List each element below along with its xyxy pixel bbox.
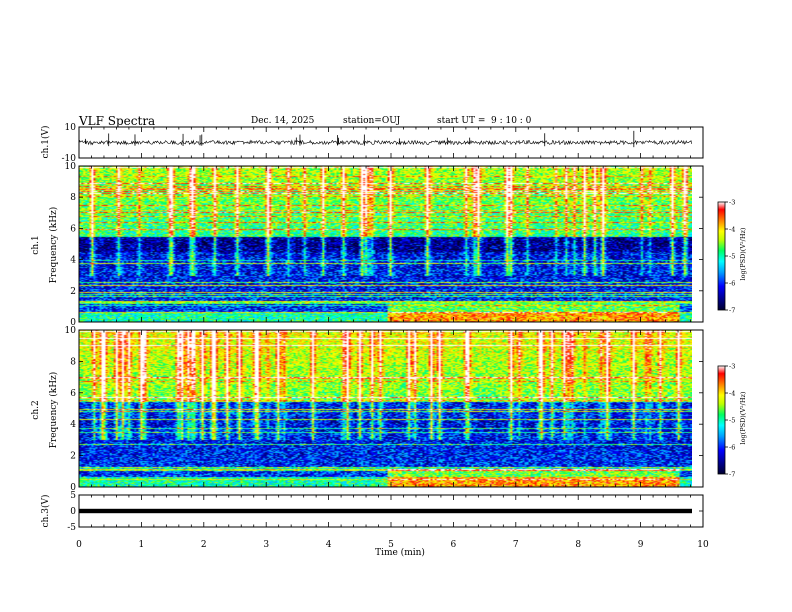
ch2-colorbar-tick: -6: [729, 444, 735, 452]
ch1-spectrogram-channel-label: ch.1: [31, 235, 41, 255]
x-tick-label: 3: [263, 540, 269, 550]
ch2-spectrogram-ytick-label: 8: [70, 357, 76, 367]
start-ut-value: 9 : 10 : 0: [491, 116, 532, 126]
ch2-spectrogram-channel-label: ch.2: [31, 400, 41, 420]
x-axis-label: Time (min): [375, 548, 425, 558]
ch1-spectrogram-ytick-label: 0: [70, 318, 76, 328]
x-tick-label: 4: [326, 540, 332, 550]
ch1-ytick-label: 10: [65, 123, 77, 133]
ch2-spectrogram-ylabel: Frequency (kHz): [49, 371, 59, 449]
station-label: station=OUJ: [343, 116, 401, 126]
ch2-colorbar-tick: -7: [729, 471, 735, 479]
ch1-ytick-label: -10: [62, 154, 77, 164]
x-tick-label: 1: [139, 540, 145, 550]
start-ut-label: start UT =: [437, 116, 486, 126]
date-label: Dec. 14, 2025: [251, 116, 315, 126]
ch1-spectrogram-ytick-label: 10: [65, 162, 77, 172]
ch1-waveform-line: [78, 139, 693, 146]
ch1-spectrogram-ytick-label: 8: [70, 193, 76, 203]
ch2-colorbar-tick: -5: [729, 417, 735, 425]
x-tick-label: 5: [388, 540, 394, 550]
ch1-spectrogram-ytick-label: 4: [70, 256, 76, 266]
ch3-ytick-label: -5: [67, 523, 76, 533]
x-tick-label: 10: [697, 540, 709, 550]
ch3-ytick-label: 0: [70, 507, 76, 517]
ch2-colorbar: [717, 365, 726, 475]
ch1-spectrogram-image: [79, 166, 692, 322]
chart-title: VLF Spectra: [79, 114, 156, 128]
ch1-colorbar: [717, 201, 726, 311]
ch2-spectrogram-ytick-label: 10: [65, 326, 77, 336]
x-tick-label: 0: [76, 540, 82, 550]
ch2-spectrogram-ytick-label: 0: [70, 483, 76, 493]
ch1-colorbar-label: log(PSD)(V²/Hz): [739, 227, 747, 281]
ch3-waveform-ylabel: ch.3(V): [41, 494, 51, 528]
ch3-waveform-line: [79, 508, 692, 514]
x-tick-label: 6: [451, 540, 457, 550]
ch2-spectrogram-ytick-label: 2: [70, 452, 76, 462]
x-tick-label: 7: [513, 540, 519, 550]
ch2-spectrogram-image: [79, 330, 692, 487]
ch1-spectrogram-ylabel: Frequency (kHz): [49, 206, 59, 284]
x-tick-label: 2: [201, 540, 207, 550]
ch1-colorbar-tick: -4: [729, 226, 735, 234]
ch1-spectrogram-ytick-label: 2: [70, 287, 76, 297]
ch2-colorbar-tick: -3: [729, 363, 735, 371]
ch2-colorbar-label: log(PSD)(V²/Hz): [739, 391, 747, 445]
ch1-colorbar-tick: -6: [729, 280, 735, 288]
x-tick-label: 8: [575, 540, 581, 550]
ch1-colorbar-tick: -5: [729, 253, 735, 261]
ch1-colorbar-tick: -3: [729, 199, 735, 207]
ch3-ytick-label: 5: [70, 491, 76, 501]
ch1-colorbar-tick: -7: [729, 307, 735, 315]
ch1-spectrogram-ytick-label: 6: [70, 224, 76, 234]
ch2-colorbar-tick: -4: [729, 390, 735, 398]
ch2-spectrogram-ytick-label: 6: [70, 389, 76, 399]
ch1-waveform-ylabel: ch.1(V): [41, 125, 51, 159]
x-tick-label: 9: [638, 540, 644, 550]
ch2-spectrogram-ytick-label: 4: [70, 420, 76, 430]
